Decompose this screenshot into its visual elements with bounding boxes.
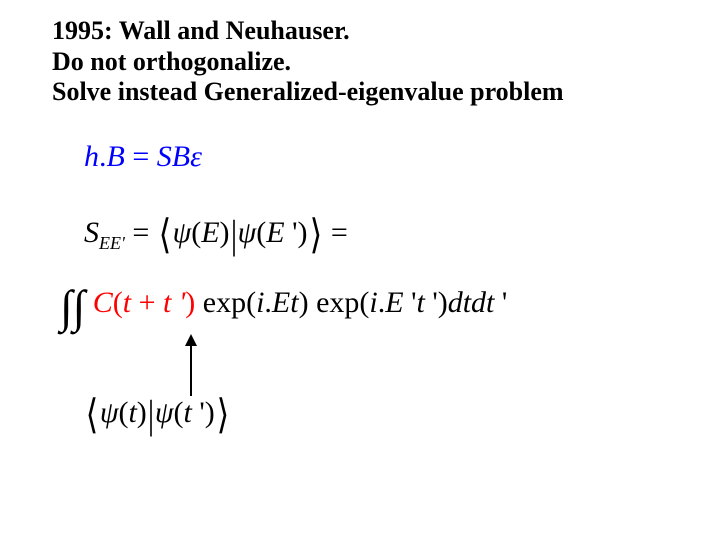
eq3-exp1-E: E [272,286,290,319]
eq2-S: S [84,216,99,249]
eq3-C: C [93,286,113,319]
eq4-langle: ⟨ [86,399,99,431]
eq4-close2: ) [205,396,215,429]
slide-heading: 1995: Wall and Neuhauser. Do not orthogo… [52,16,564,108]
eq2-langle: ⟨ [158,219,171,251]
eq4-mid: | [148,399,154,431]
eq1-B1: B [107,140,125,173]
eq1-eps: ε [190,140,202,173]
eq3-exp1-fn: exp( [203,286,256,319]
equation-1: h.B = SBε [84,140,202,174]
eq4-open2: ( [174,396,184,429]
eq2-open1: ( [191,216,201,249]
eq4-t1: t [128,396,136,429]
eq3-exp2-t: t [416,286,424,319]
eq2-close1: ) [220,216,230,249]
eq3-exp2-i: i [369,286,377,319]
eq2-E2: E [266,216,284,249]
eq4-rangle: ⟩ [216,399,229,431]
eq4-close1: ) [137,396,147,429]
eq3-C-close: ) [185,286,195,319]
eq4-open1: ( [118,396,128,429]
equation-2: SEE' = ⟨ψ(E)|ψ(E ')⟩ = [84,216,348,254]
eq3-C-tprime: t ' [163,286,185,319]
eq3-exp2-tprime: ' [425,286,438,319]
eq2-sub: EE' [99,233,125,253]
eq3-diff-prime: ' [494,286,507,319]
eq2-psi1: ψ [173,216,192,249]
eq2-psi2: ψ [238,216,257,249]
eq2-prime: ' [285,216,298,249]
eq4-t2: t [184,396,192,429]
eq3-exp1-t: t [290,286,298,319]
eq2-open2: ( [256,216,266,249]
eq3-C-plus: + [131,286,163,319]
eq3-exp2-fn: exp( [316,286,369,319]
eq4-prime: ' [192,396,205,429]
equation-4: ⟨ψ(t)|ψ(t ')⟩ [84,396,231,431]
eq1-h: h [84,140,99,173]
heading-line-3: Solve instead Generalized-eigenvalue pro… [52,77,564,108]
eq3-C-t: t [123,286,131,319]
heading-line-1: 1995: Wall and Neuhauser. [52,16,564,47]
eq2-eq: = [125,216,157,249]
eq2-trail-eq: = [323,216,347,249]
eq1-B2: B [172,140,190,173]
eq4-psi1: ψ [100,396,119,429]
eq4-psi2: ψ [155,396,174,429]
eq1-eq: = [125,140,157,173]
eq3-exp2-E: E [385,286,403,319]
eq2-rangle: ⟩ [309,219,322,251]
eq1-dot: . [99,140,107,173]
equation-3: ∫∫ C(t + t ') exp(i.Et) exp(i.E 't ')dtd… [60,286,507,320]
heading-line-2: Do not orthogonalize. [52,47,564,78]
eq3-exp1-close: ) [299,286,309,319]
eq2-mid: | [230,219,236,251]
eq2-close2: ) [298,216,308,249]
eq3-exp2-close: ) [438,286,448,319]
eq3-diff: dtdt [448,286,495,319]
eq3-exp2-prime: ' [404,286,417,319]
eq2-E1: E [201,216,219,249]
eq1-S: S [157,140,172,173]
eq3-exp1-dot: . [264,286,272,319]
eq3-C-open: ( [113,286,123,319]
arrow-icon [190,336,192,396]
eq3-integral-icon: ∫∫ [60,281,85,332]
